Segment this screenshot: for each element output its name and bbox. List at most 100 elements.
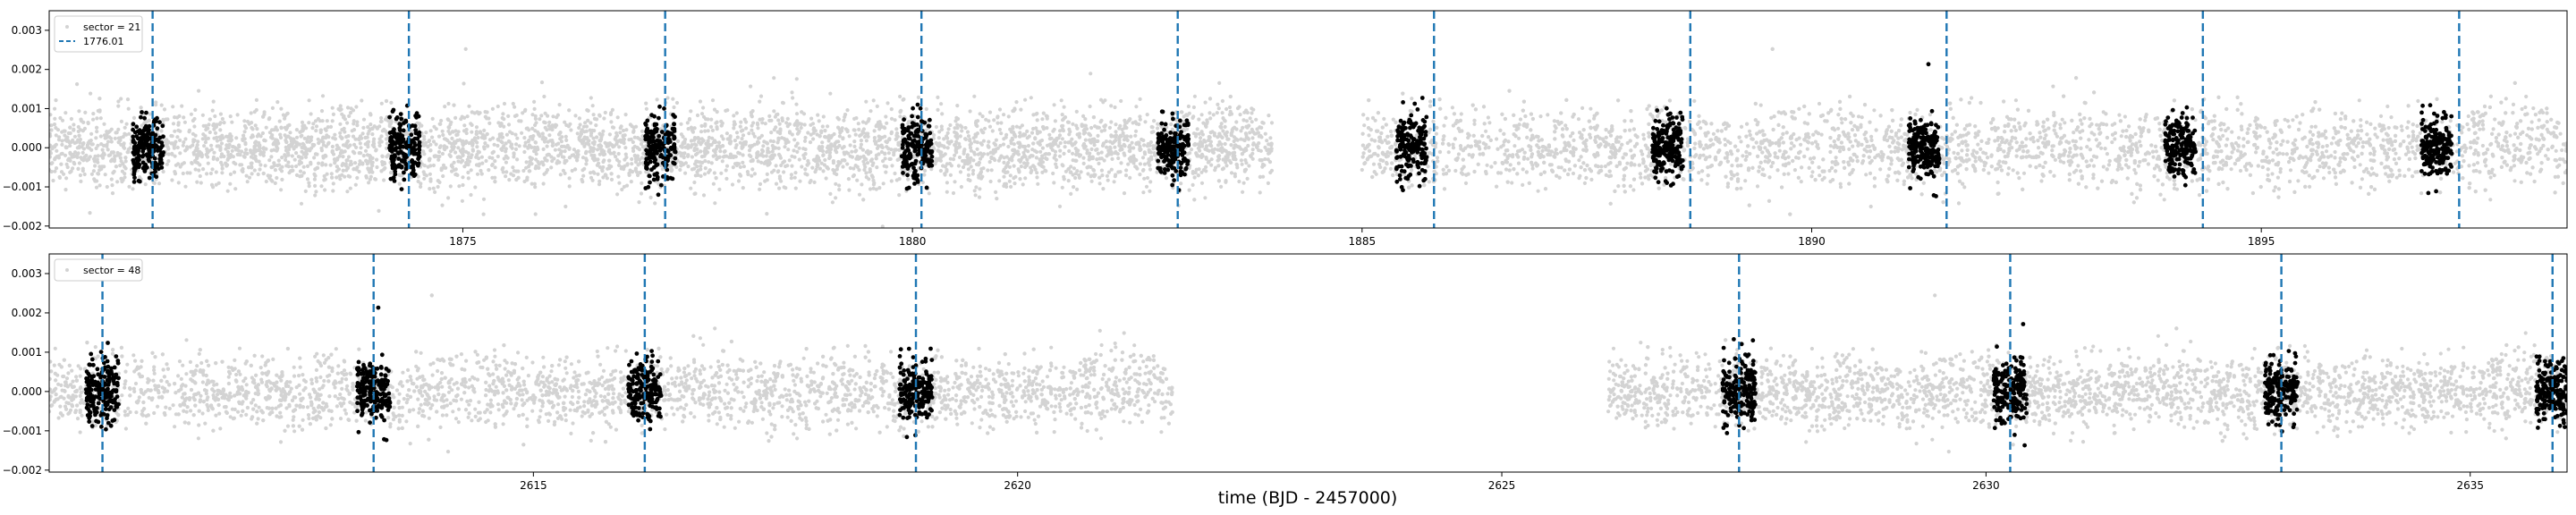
- background-point: [210, 108, 215, 113]
- background-point: [500, 115, 504, 121]
- background-point: [981, 139, 986, 143]
- background-point: [437, 154, 442, 159]
- background-point: [379, 101, 384, 106]
- background-point: [710, 98, 716, 103]
- background-point: [71, 138, 75, 142]
- background-point: [1113, 145, 1117, 149]
- background-point: [741, 128, 745, 132]
- background-point: [386, 153, 391, 157]
- background-point: [325, 119, 329, 123]
- background-point: [89, 172, 94, 176]
- background-point: [623, 113, 628, 117]
- background-point: [1051, 171, 1055, 176]
- background-point: [353, 161, 358, 165]
- background-point: [790, 132, 794, 137]
- background-point: [837, 134, 843, 139]
- background-point: [630, 170, 635, 174]
- background-point: [686, 127, 691, 131]
- background-point: [555, 115, 559, 120]
- background-point: [96, 154, 100, 158]
- background-point: [1056, 144, 1061, 148]
- background-point: [792, 138, 797, 142]
- background-point: [939, 153, 944, 157]
- background-point: [777, 154, 783, 158]
- background-point: [80, 166, 85, 171]
- background-point: [1116, 156, 1121, 161]
- background-point: [813, 157, 818, 162]
- background-point: [539, 80, 545, 85]
- background-point: [152, 181, 157, 185]
- background-point: [336, 106, 341, 112]
- background-point: [215, 139, 219, 143]
- background-point: [1040, 146, 1045, 150]
- background-point: [808, 180, 812, 185]
- background-point: [553, 122, 558, 127]
- background-point: [1128, 149, 1132, 154]
- background-point: [836, 139, 841, 144]
- background-point: [464, 131, 469, 136]
- background-point: [575, 153, 580, 157]
- background-point: [711, 182, 716, 186]
- background-point: [102, 122, 106, 126]
- background-point: [636, 173, 640, 178]
- background-point: [111, 171, 115, 175]
- background-point: [876, 144, 881, 148]
- background-point: [695, 165, 699, 169]
- background-point: [1047, 152, 1052, 156]
- background-point: [320, 94, 326, 98]
- background-point: [361, 117, 367, 122]
- background-point: [225, 164, 229, 168]
- background-point: [253, 157, 258, 162]
- background-point: [441, 132, 445, 138]
- background-point: [622, 184, 627, 189]
- background-point: [784, 138, 789, 142]
- background-point: [1060, 185, 1064, 190]
- background-point: [862, 167, 867, 173]
- background-point: [346, 155, 352, 159]
- background-point: [530, 113, 535, 117]
- background-point: [978, 112, 982, 116]
- background-point: [716, 140, 722, 145]
- background-point: [460, 198, 465, 203]
- background-point: [1187, 111, 1191, 115]
- background-point: [80, 129, 85, 133]
- background-point: [528, 169, 532, 173]
- background-point: [689, 186, 693, 190]
- background-point: [832, 171, 837, 175]
- background-point: [1250, 111, 1254, 115]
- background-point: [280, 156, 284, 160]
- background-point: [514, 113, 519, 118]
- background-point: [1116, 170, 1121, 174]
- background-point: [1097, 161, 1101, 165]
- background-point: [614, 135, 618, 139]
- background-point: [889, 107, 894, 112]
- background-point: [286, 134, 291, 139]
- background-point: [119, 97, 123, 101]
- background-point: [95, 130, 99, 134]
- background-point: [561, 168, 566, 173]
- background-point: [311, 122, 316, 126]
- background-point: [996, 121, 1000, 125]
- background-point: [731, 165, 735, 170]
- background-point: [699, 112, 705, 116]
- background-point: [587, 139, 591, 143]
- background-point: [203, 134, 208, 139]
- background-point: [1212, 133, 1216, 138]
- background-point: [355, 120, 360, 124]
- background-point: [484, 158, 488, 164]
- background-point: [1078, 153, 1083, 157]
- background-point: [524, 160, 529, 165]
- background-point: [461, 175, 465, 180]
- background-point: [1033, 167, 1038, 172]
- background-point: [775, 112, 780, 116]
- background-point: [1018, 142, 1022, 147]
- background-point: [363, 135, 368, 140]
- background-point: [355, 175, 360, 181]
- background-point: [994, 138, 998, 142]
- background-point: [522, 136, 527, 140]
- background-point: [1083, 123, 1088, 128]
- background-point: [841, 136, 845, 140]
- background-point: [1063, 115, 1068, 120]
- background-point: [371, 139, 376, 144]
- background-point: [490, 150, 495, 156]
